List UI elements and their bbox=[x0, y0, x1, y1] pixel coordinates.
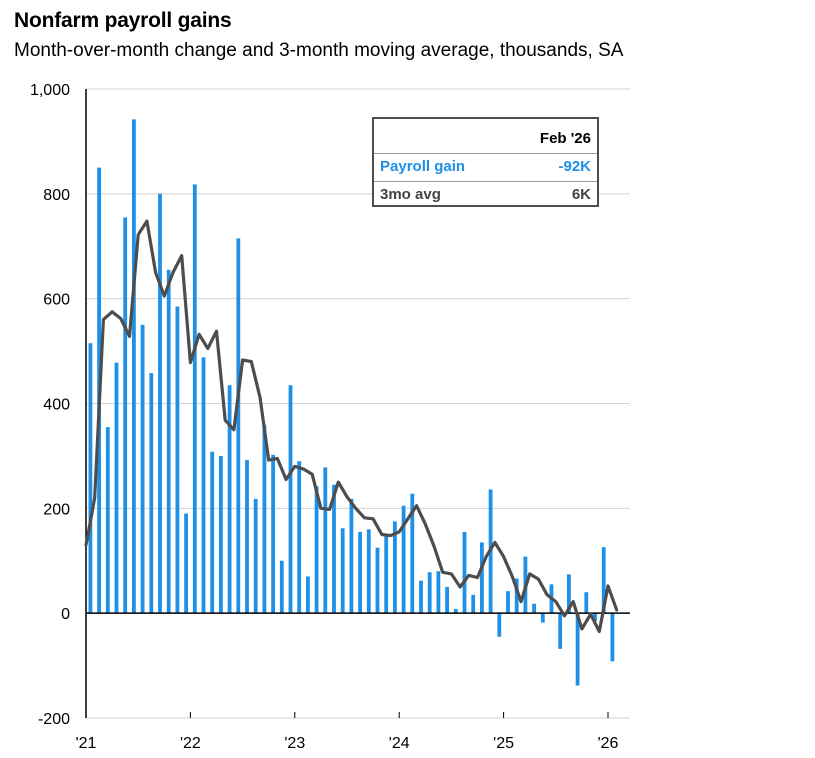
payroll-bar bbox=[253, 498, 258, 614]
payroll-bar bbox=[158, 193, 162, 614]
legend-label-payroll: Payroll gain bbox=[380, 158, 466, 175]
chart-title: Nonfarm payroll gains bbox=[14, 9, 232, 32]
payroll-bar bbox=[201, 357, 206, 614]
payroll-bar bbox=[601, 547, 606, 614]
payroll-bar bbox=[532, 603, 536, 614]
payroll-bar bbox=[236, 238, 241, 614]
x-tick-label: '21 bbox=[76, 735, 97, 752]
moving-average-line bbox=[84, 219, 619, 634]
y-tick-label: 400 bbox=[43, 397, 70, 414]
payroll-bar bbox=[149, 373, 154, 614]
legend-label-avg: 3mo avg bbox=[380, 186, 441, 203]
y-tick-label: 600 bbox=[43, 292, 70, 309]
axes bbox=[85, 89, 630, 718]
payroll-bar bbox=[297, 461, 302, 614]
x-tick-labels: '21 '22 '23 '24 '25 '26 bbox=[76, 735, 619, 752]
payroll-bar bbox=[349, 498, 354, 614]
legend-row-payroll: Payroll gain -92K bbox=[374, 153, 597, 182]
payroll-bar bbox=[175, 306, 180, 614]
payroll-bar bbox=[184, 513, 188, 614]
payroll-bar bbox=[306, 576, 310, 614]
payroll-bar bbox=[366, 529, 371, 614]
payroll-bar bbox=[227, 385, 232, 614]
payroll-bar bbox=[436, 571, 441, 614]
payroll-bar bbox=[558, 613, 563, 649]
line-series bbox=[84, 219, 619, 634]
payroll-bar bbox=[584, 592, 589, 614]
payroll-bar bbox=[358, 531, 362, 614]
payroll-bar bbox=[506, 591, 510, 614]
x-tick-label: '22 bbox=[180, 735, 201, 752]
payroll-bar bbox=[575, 613, 580, 686]
payroll-bar bbox=[453, 608, 458, 614]
payroll-bar bbox=[410, 493, 415, 614]
payroll-bar bbox=[419, 580, 423, 614]
payroll-bar bbox=[332, 484, 336, 614]
payroll-bar bbox=[262, 425, 267, 614]
payroll-bar bbox=[279, 560, 284, 614]
payroll-bar bbox=[375, 547, 380, 614]
y-tick-label: 200 bbox=[43, 501, 70, 518]
payroll-bar bbox=[393, 521, 397, 614]
legend-header: Feb '26 bbox=[539, 130, 591, 147]
payroll-bar bbox=[219, 455, 223, 614]
payroll-bar bbox=[166, 269, 171, 614]
payroll-bar bbox=[514, 578, 519, 614]
payroll-bar bbox=[314, 486, 319, 614]
payroll-bar bbox=[427, 572, 432, 614]
payroll-bar bbox=[340, 528, 345, 614]
x-tick-label: '26 bbox=[598, 735, 619, 752]
payroll-bar bbox=[480, 542, 484, 614]
payroll-bar bbox=[271, 454, 275, 614]
payroll-bar bbox=[192, 184, 197, 614]
y-tick-label: 1,000 bbox=[30, 82, 70, 99]
legend-header-row: Feb '26 bbox=[374, 125, 597, 154]
payroll-bar bbox=[114, 362, 119, 614]
payroll-bar bbox=[540, 613, 545, 623]
payroll-bar bbox=[401, 505, 406, 614]
chart-subtitle: Month-over-month change and 3-month movi… bbox=[14, 40, 624, 61]
payroll-bar bbox=[567, 574, 571, 614]
y-tick-labels: -200 0 200 400 600 800 1,000 bbox=[30, 82, 70, 728]
payroll-bar bbox=[140, 324, 145, 614]
payroll-bar bbox=[132, 119, 136, 614]
legend-value-payroll: -92K bbox=[558, 158, 591, 175]
y-tick-label: 800 bbox=[43, 187, 70, 204]
x-tick-label: '25 bbox=[493, 735, 514, 752]
payroll-bar bbox=[610, 613, 615, 662]
bar-series bbox=[88, 119, 615, 686]
payroll-bar bbox=[445, 586, 449, 614]
payroll-bar bbox=[123, 217, 128, 614]
payroll-bar bbox=[384, 535, 389, 614]
legend-box: Feb '26 Payroll gain -92K 3mo avg 6K bbox=[372, 117, 599, 207]
payroll-bar bbox=[105, 427, 110, 614]
x-tick-label: '23 bbox=[284, 735, 305, 752]
payroll-bar bbox=[288, 385, 293, 614]
x-tick-label: '24 bbox=[389, 735, 410, 752]
payroll-bar bbox=[88, 343, 93, 614]
payroll-bar bbox=[245, 460, 249, 614]
payroll-bar bbox=[462, 531, 467, 614]
y-tick-label: -200 bbox=[38, 711, 70, 728]
y-tick-label: 0 bbox=[61, 606, 70, 623]
payroll-bar bbox=[497, 613, 502, 637]
payroll-bar bbox=[593, 613, 597, 622]
legend-row-avg: 3mo avg 6K bbox=[374, 181, 597, 209]
payroll-bar bbox=[210, 451, 215, 614]
payroll-bar bbox=[471, 594, 476, 614]
legend-value-avg: 6K bbox=[571, 186, 591, 203]
payroll-bar bbox=[323, 467, 328, 614]
